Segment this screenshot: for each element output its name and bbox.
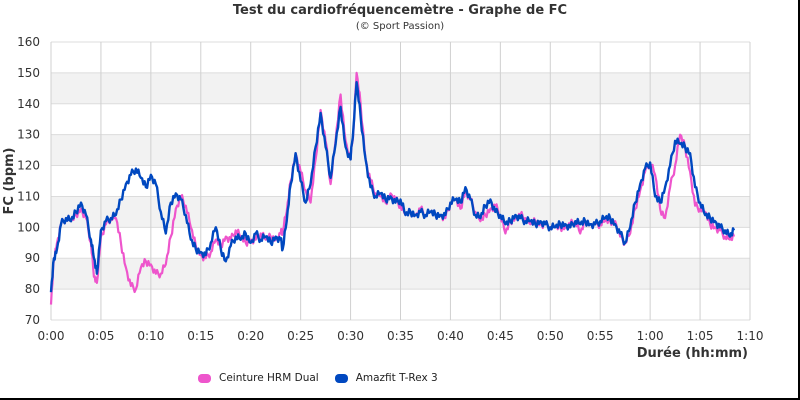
y-tick-label: 130 <box>17 128 40 142</box>
y-tick-label: 120 <box>17 159 40 173</box>
x-tick-label: 0:00 <box>38 329 65 343</box>
x-tick-label: 1:00 <box>637 329 664 343</box>
x-tick-label: 0:20 <box>237 329 264 343</box>
y-tick-label: 140 <box>17 97 40 111</box>
legend: Ceinture HRM Dual Amazfit T-Rex 3 <box>198 372 454 384</box>
y-axis-ticks: 70 80 90 100 110 120 130 140 150 160 <box>17 35 40 327</box>
gridlines <box>50 41 751 321</box>
legend-swatch-pink <box>198 373 211 383</box>
x-tick-label: 0:30 <box>337 329 364 343</box>
x-tick-label: 0:40 <box>437 329 464 343</box>
chart-title: Test du cardiofréquencemètre - Graphe de… <box>232 3 568 18</box>
y-axis-title: FC (bpm) <box>2 148 17 215</box>
x-axis-ticks: 0:00 0:05 0:10 0:15 0:20 0:25 0:30 0:35 0:40 0:45… <box>38 329 764 343</box>
x-tick-label: 0:10 <box>137 329 164 343</box>
x-tick-label: 0:55 <box>587 329 614 343</box>
legend-label: Amazfit T-Rex 3 <box>355 372 438 384</box>
legend-label: Ceinture HRM Dual <box>219 372 319 384</box>
x-tick-label: 0:05 <box>87 329 114 343</box>
legend-item-ceinture[interactable]: Ceinture HRM Dual <box>198 372 319 384</box>
y-tick-label: 70 <box>25 313 40 327</box>
y-tick-label: 80 <box>25 282 40 296</box>
legend-swatch-blue <box>334 373 348 383</box>
x-tick-label: 0:35 <box>387 329 414 343</box>
x-tick-label: 0:45 <box>487 329 514 343</box>
x-tick-label: 1:05 <box>687 329 714 343</box>
legend-item-amazfit[interactable]: Amazfit T-Rex 3 <box>334 372 438 384</box>
series-lines <box>49 71 736 305</box>
y-tick-label: 150 <box>17 66 40 80</box>
x-tick-label: 0:25 <box>287 329 314 343</box>
y-tick-label: 160 <box>17 35 40 49</box>
x-tick-label: 0:15 <box>187 329 214 343</box>
chart-subtitle: (© Sport Passion) <box>355 21 445 32</box>
y-tick-label: 110 <box>17 189 40 203</box>
y-tick-label: 90 <box>25 251 40 265</box>
x-axis-title: Durée (hh:mm) <box>637 346 748 361</box>
x-tick-label: 0:50 <box>537 329 564 343</box>
x-tick-label: 1:10 <box>737 329 764 343</box>
y-tick-label: 100 <box>17 220 40 234</box>
series-line-1 <box>49 80 736 293</box>
